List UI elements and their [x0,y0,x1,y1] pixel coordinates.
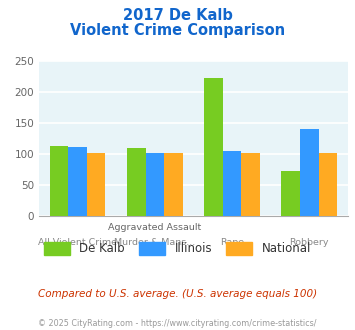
Text: Compared to U.S. average. (U.S. average equals 100): Compared to U.S. average. (U.S. average … [38,289,317,299]
Bar [164,153,183,216]
Bar [127,148,146,216]
Bar [300,129,318,216]
Text: © 2025 CityRating.com - https://www.cityrating.com/crime-statistics/: © 2025 CityRating.com - https://www.city… [38,319,317,328]
Bar [223,151,241,216]
Text: Aggravated Assault: Aggravated Assault [108,223,202,232]
Text: All Violent Crime: All Violent Crime [38,238,117,247]
Text: Rape: Rape [220,238,244,247]
Bar [241,153,260,216]
Legend: De Kalb, Illinois, National: De Kalb, Illinois, National [39,237,316,260]
Bar [146,153,164,216]
Bar [204,78,223,216]
Bar [50,146,69,216]
Text: Murder & Mans...: Murder & Mans... [114,238,196,247]
Bar [318,153,337,216]
Text: Violent Crime Comparison: Violent Crime Comparison [70,23,285,38]
Text: Robbery: Robbery [290,238,329,247]
Bar [69,147,87,216]
Bar [87,153,105,216]
Text: 2017 De Kalb: 2017 De Kalb [122,8,233,23]
Bar [282,172,300,216]
